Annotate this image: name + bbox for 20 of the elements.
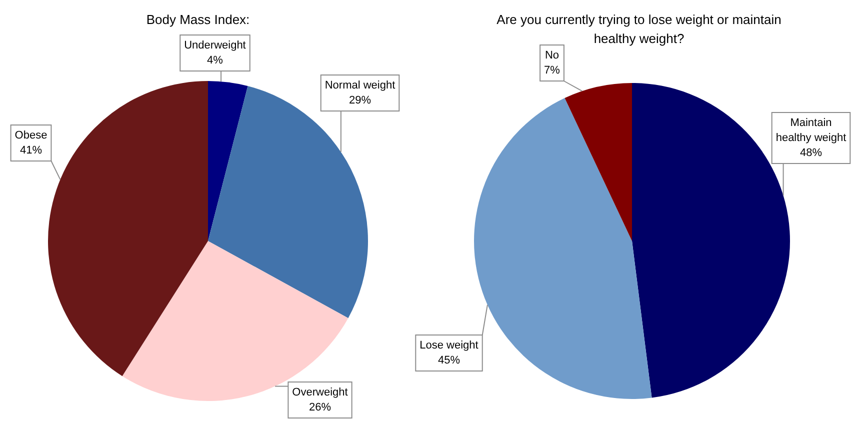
pie-slice: [208, 81, 248, 241]
data-label: 4%: [207, 54, 224, 66]
pie-slice: [122, 241, 348, 401]
slice-label: No: [544, 50, 560, 62]
slice-label: Overweight: [292, 386, 348, 398]
slice-label: Normal weight: [324, 80, 396, 92]
data-label: 45%: [438, 354, 460, 366]
data-label: 48%: [800, 147, 822, 159]
slice-label: Underweight: [184, 40, 246, 52]
data-label: 7%: [544, 64, 560, 76]
slice-label: Obese: [14, 130, 48, 142]
pie-slice: [564, 83, 632, 241]
chart-title: Body Mass Index:: [145, 11, 251, 29]
data-label: 41%: [20, 144, 42, 156]
data-label: 26%: [308, 402, 332, 414]
chart-title: Are you currently trying to lose weight or maintain healthy weight?: [496, 11, 782, 48]
slice-label: Lose weight: [420, 340, 478, 352]
slice-label: Maintain healthy weight: [776, 117, 846, 144]
pie-slice: [48, 81, 208, 376]
data-label: 29%: [348, 94, 372, 106]
